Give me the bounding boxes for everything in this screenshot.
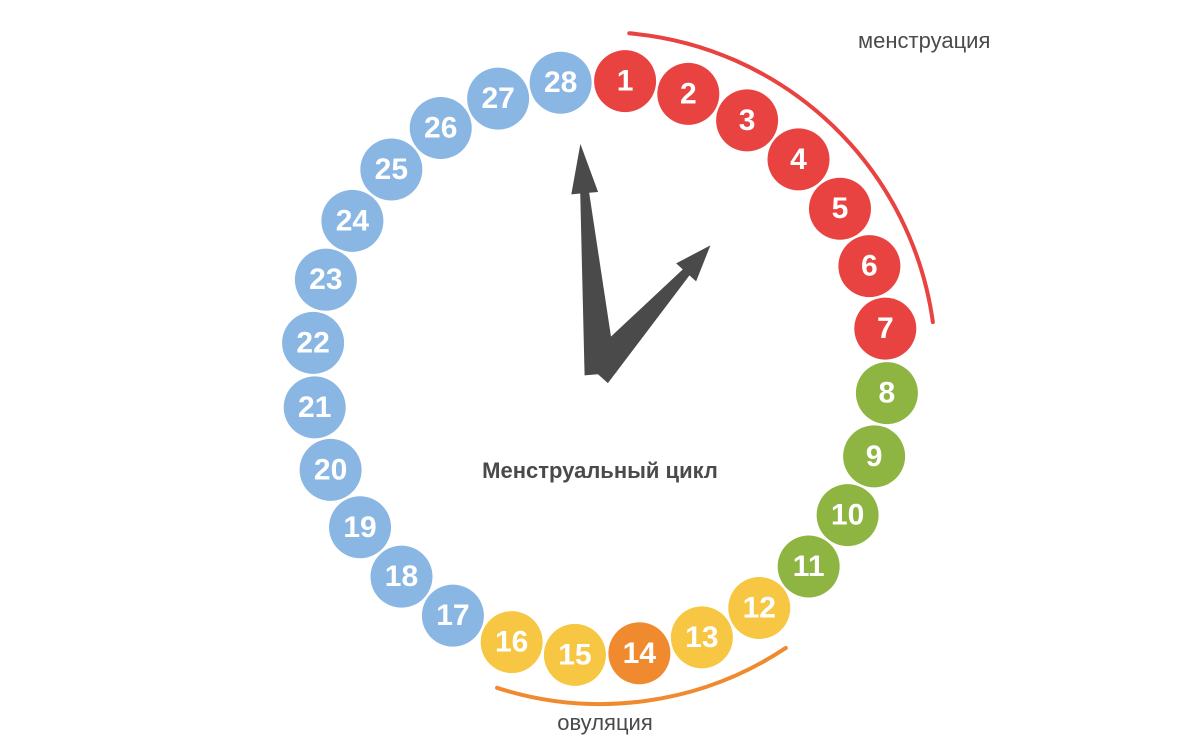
day-10-label: 10	[831, 499, 864, 532]
day-11: 11	[778, 536, 840, 598]
ovulation_arc-label: овуляция	[557, 710, 653, 735]
day-8: 8	[856, 362, 918, 424]
day-4: 4	[768, 128, 830, 190]
day-15-label: 15	[558, 638, 591, 671]
day-9-label: 9	[866, 440, 883, 473]
day-19-label: 19	[343, 511, 376, 544]
day-5-label: 5	[832, 192, 849, 225]
day-22: 22	[282, 312, 344, 374]
day-27-label: 27	[481, 82, 514, 115]
day-18: 18	[370, 546, 432, 608]
day-25: 25	[360, 138, 422, 200]
day-2: 2	[657, 63, 719, 125]
day-6: 6	[838, 235, 900, 297]
day-10: 10	[817, 484, 879, 546]
day-20: 20	[300, 439, 362, 501]
day-14: 14	[608, 622, 670, 684]
day-1-label: 1	[617, 65, 634, 98]
day-25-label: 25	[375, 153, 408, 186]
day-26: 26	[410, 97, 472, 159]
day-14-label: 14	[623, 637, 657, 670]
day-7-label: 7	[877, 312, 894, 345]
day-22-label: 22	[296, 326, 329, 359]
day-23-label: 23	[309, 263, 342, 296]
day-11-label: 11	[793, 550, 825, 583]
day-4-label: 4	[790, 143, 807, 176]
day-5: 5	[809, 178, 871, 240]
day-1: 1	[594, 50, 656, 112]
day-7: 7	[854, 298, 916, 360]
day-16-label: 16	[495, 626, 528, 659]
day-20-label: 20	[314, 453, 347, 486]
day-2-label: 2	[680, 77, 697, 110]
day-17: 17	[422, 585, 484, 647]
day-18-label: 18	[385, 560, 418, 593]
menstruation_arc-label: менструация	[858, 28, 990, 53]
day-21: 21	[284, 376, 346, 438]
day-24-label: 24	[336, 204, 370, 237]
day-16: 16	[481, 611, 543, 673]
day-21-label: 21	[298, 391, 331, 424]
day-13-label: 13	[685, 621, 718, 654]
center-title: Менструальный цикл	[482, 458, 718, 483]
day-8-label: 8	[879, 377, 896, 410]
day-12: 12	[728, 577, 790, 639]
day-28-label: 28	[544, 66, 577, 99]
day-17-label: 17	[436, 599, 469, 632]
day-9: 9	[843, 425, 905, 487]
day-12-label: 12	[743, 591, 776, 624]
day-28: 28	[530, 52, 592, 114]
day-23: 23	[295, 249, 357, 311]
day-15: 15	[544, 624, 606, 686]
day-3-label: 3	[739, 104, 756, 137]
day-13: 13	[671, 606, 733, 668]
day-24: 24	[321, 190, 383, 252]
day-19: 19	[329, 496, 391, 558]
day-3: 3	[716, 89, 778, 151]
day-6-label: 6	[861, 250, 878, 283]
day-26-label: 26	[424, 112, 457, 145]
day-27: 27	[467, 68, 529, 130]
